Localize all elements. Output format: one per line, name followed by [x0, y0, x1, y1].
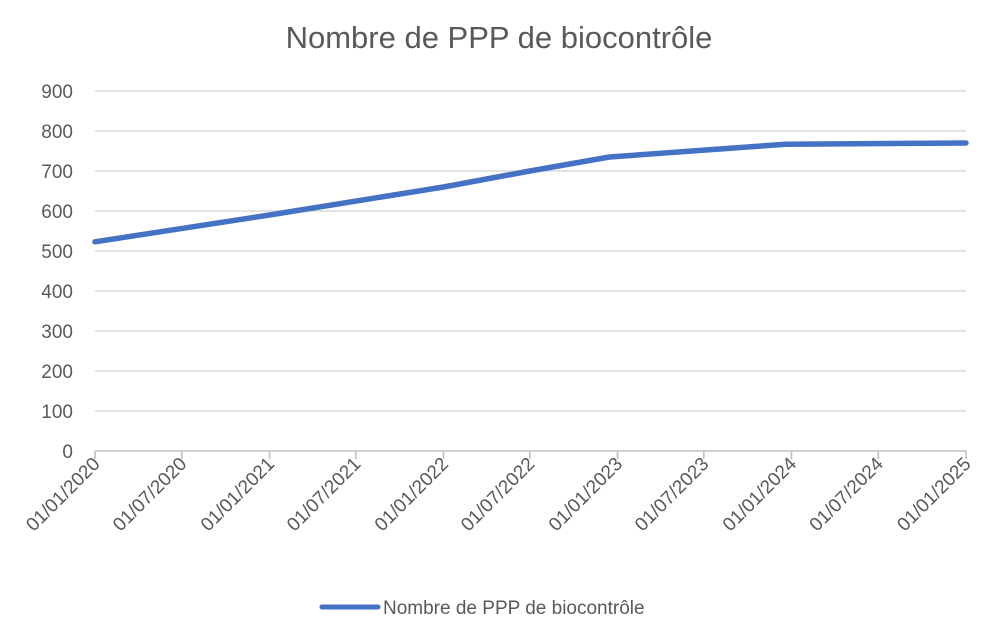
x-tick-label: 01/07/2022	[457, 454, 539, 536]
y-tick-label: 700	[41, 162, 73, 183]
x-tick-label: 01/07/2021	[283, 454, 365, 536]
series-line	[92, 140, 969, 245]
gridlines	[95, 90, 966, 412]
chart-title: Nombre de PPP de biocontrôle	[286, 20, 713, 55]
x-tick-label: 01/07/2023	[631, 454, 713, 536]
y-axis-tick-labels: 0 100 200 300 400 500 600 700 800 900	[41, 82, 73, 463]
x-tick-label: 01/07/2020	[109, 454, 191, 536]
y-tick-label: 0	[62, 442, 73, 463]
legend: Nombre de PPP de biocontrôle	[319, 598, 645, 619]
x-tick-label: 01/01/2021	[197, 454, 279, 536]
x-tick-label: 01/01/2025	[893, 454, 975, 536]
y-tick-label: 900	[41, 82, 73, 103]
x-axis-tick-labels: 01/01/2020 01/07/2020 01/01/2021 01/07/2021…	[22, 453, 975, 535]
x-tick-label: 01/01/2023	[545, 454, 627, 536]
x-tick-label: 01/01/2020	[22, 454, 104, 536]
y-tick-label: 100	[41, 402, 73, 423]
series-layer	[92, 140, 969, 245]
y-tick-label: 400	[41, 282, 73, 303]
y-tick-label: 800	[41, 122, 73, 143]
legend-label: Nombre de PPP de biocontrôle	[383, 598, 645, 619]
y-tick-label: 500	[41, 242, 73, 263]
y-tick-label: 600	[41, 202, 73, 223]
x-tick-label: 01/01/2022	[371, 454, 453, 536]
x-tick-label: 01/07/2024	[806, 453, 888, 535]
x-tick-label: 01/01/2024	[719, 453, 801, 535]
y-tick-label: 300	[41, 322, 73, 343]
y-tick-label: 200	[41, 362, 73, 383]
x-axis	[94, 450, 967, 459]
